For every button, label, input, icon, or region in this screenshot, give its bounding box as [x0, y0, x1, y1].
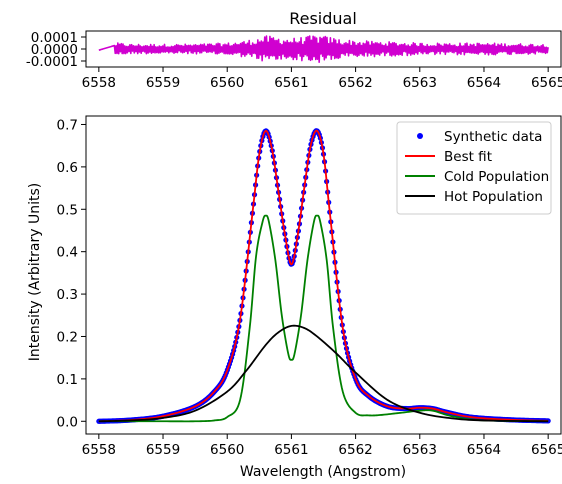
- residual-plot-area: [98, 35, 549, 63]
- x-tick-label: 6564: [467, 75, 501, 91]
- y-tick-label: 0.4: [57, 245, 78, 261]
- legend-label: Cold Population: [444, 169, 549, 185]
- y-tick-label: 0.6: [57, 160, 78, 176]
- y-tick-label: 0.3: [57, 287, 78, 303]
- x-tick-label: 6558: [82, 442, 116, 458]
- x-tick-label: 6562: [338, 75, 372, 91]
- legend-item-cold-population: Cold Population: [405, 169, 549, 185]
- x-tick-label: 6560: [210, 75, 244, 91]
- y-tick-label: 0.0: [57, 414, 78, 430]
- residual-series-line: [98, 35, 549, 63]
- legend-label: Synthetic data: [444, 129, 542, 145]
- y-tick-label: 0.2: [57, 329, 78, 345]
- x-tick-label: 6563: [403, 442, 437, 458]
- y-tick-label: 0.7: [57, 117, 78, 133]
- y-axis-label: Intensity (Arbitrary Units): [27, 183, 43, 362]
- y-tick-label: 0.0001: [31, 30, 78, 46]
- legend-item-synthetic-data: Synthetic data: [417, 129, 542, 145]
- x-tick-label: 6561: [274, 442, 308, 458]
- legend-item-best-fit: Best fit: [405, 149, 492, 165]
- legend-item-hot-population: Hot Population: [405, 189, 543, 205]
- main-panel: 6558 6559 6560 6561 6562 6563 6564 6565 0.0 0.1 0.…: [27, 115, 562, 480]
- residual-axes: 6558 6559 6560 6561 6562 6563 6564 6565 0.00010.…: [26, 30, 562, 91]
- x-tick-label: 6560: [210, 442, 244, 458]
- legend-label: Best fit: [444, 149, 492, 165]
- legend-marker-dot: [417, 133, 423, 139]
- x-tick-label: 6559: [146, 442, 180, 458]
- x-tick-label: 6564: [467, 442, 501, 458]
- x-tick-label: 6563: [403, 75, 437, 91]
- legend-box: [396, 121, 552, 215]
- x-tick-label: 6559: [146, 75, 180, 91]
- legend-label: Hot Population: [444, 189, 543, 205]
- x-tick-label: 6565: [531, 442, 562, 458]
- axes-frame: [85, 115, 562, 435]
- x-tick-label: 6565: [531, 75, 562, 91]
- residual-title: Residual: [289, 9, 357, 28]
- y-tick-label: -0.0001: [26, 54, 78, 70]
- x-tick-label: 6558: [82, 75, 116, 91]
- main-plot-area: [96, 128, 551, 424]
- x-tick-label: 6561: [274, 75, 308, 91]
- legend: Synthetic data Best fit Cold Population …: [396, 121, 552, 215]
- main-axes: 6558 6559 6560 6561 6562 6563 6564 6565 0.0 0.1 0.…: [57, 115, 562, 458]
- y-tick-label: 0.1: [57, 372, 78, 388]
- y-tick-label: 0.5: [57, 202, 78, 218]
- x-axis-label: Wavelength (Angstrom): [240, 464, 406, 480]
- hot-population-line: [98, 324, 549, 423]
- y-tick-label: 0.0000: [31, 42, 78, 58]
- cold-population-line: [98, 214, 549, 423]
- residual-panel: Residual 6558 6559 6560 6561 6562 6563 6564 656…: [26, 9, 562, 91]
- x-tick-label: 6562: [338, 442, 372, 458]
- best-fit-line: [98, 129, 549, 423]
